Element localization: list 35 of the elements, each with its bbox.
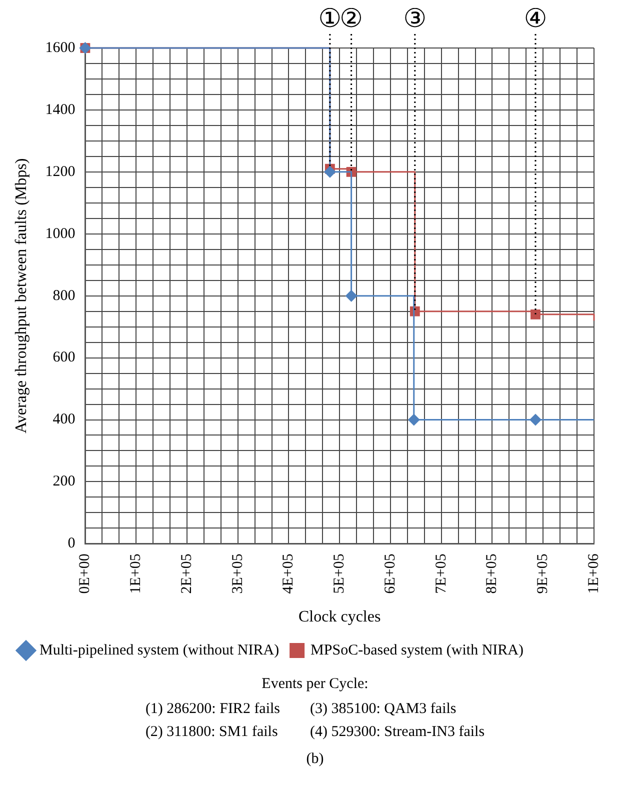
legend-label: Multi-pipelined system (without NIRA): [40, 642, 280, 658]
x-tick-label: 9E+05: [535, 554, 552, 594]
y-tick-label: 600: [52, 350, 76, 366]
y-tick-label: 1400: [45, 102, 76, 118]
point: [324, 166, 336, 178]
y-tick-label: 800: [52, 288, 76, 304]
y-tick-label: 1200: [45, 164, 76, 180]
point: [530, 309, 540, 320]
y-tick-label: 400: [52, 412, 76, 428]
y-tick-label: 1600: [45, 40, 76, 56]
text: Events per Cycle:: [260, 676, 370, 693]
y-axis-title: Average throughput between faults (Mbps): [12, 158, 30, 434]
y-tick-label: 1000: [45, 226, 76, 242]
x-axis-title: Clock cycles: [298, 608, 381, 626]
x-tick-label: 3E+05: [230, 554, 246, 594]
text: (2) 311800: SM1 fails: [145, 724, 279, 741]
text: (1) 286200: FIR2 fails: [145, 701, 280, 718]
point: [408, 414, 420, 426]
x-tick-label: 5E+05: [332, 554, 348, 594]
point: [345, 290, 358, 302]
x-tick-label: 2E+05: [178, 554, 195, 594]
y-tick-label: 0: [68, 536, 76, 552]
x-tick-label: 4E+05: [280, 554, 297, 594]
x-tick-label: 1E+06: [586, 553, 602, 594]
x-tick-label: 8E+05: [484, 554, 500, 594]
y-tick-label: 200: [52, 474, 76, 490]
x-tick-label: 6E+05: [382, 554, 398, 594]
text: (4) 529300: Stream-IN3 fails: [310, 724, 485, 741]
point: [529, 414, 542, 426]
x-tick-label: 0E+00: [77, 554, 94, 594]
text: (b): [305, 751, 325, 768]
x-tick-label: 7E+05: [433, 554, 450, 594]
legend-label: MPSoC-based system (with NIRA): [310, 642, 524, 658]
text: (3) 385100: QAM3 fails: [310, 701, 458, 718]
x-tick-label: 1E+05: [128, 554, 144, 594]
